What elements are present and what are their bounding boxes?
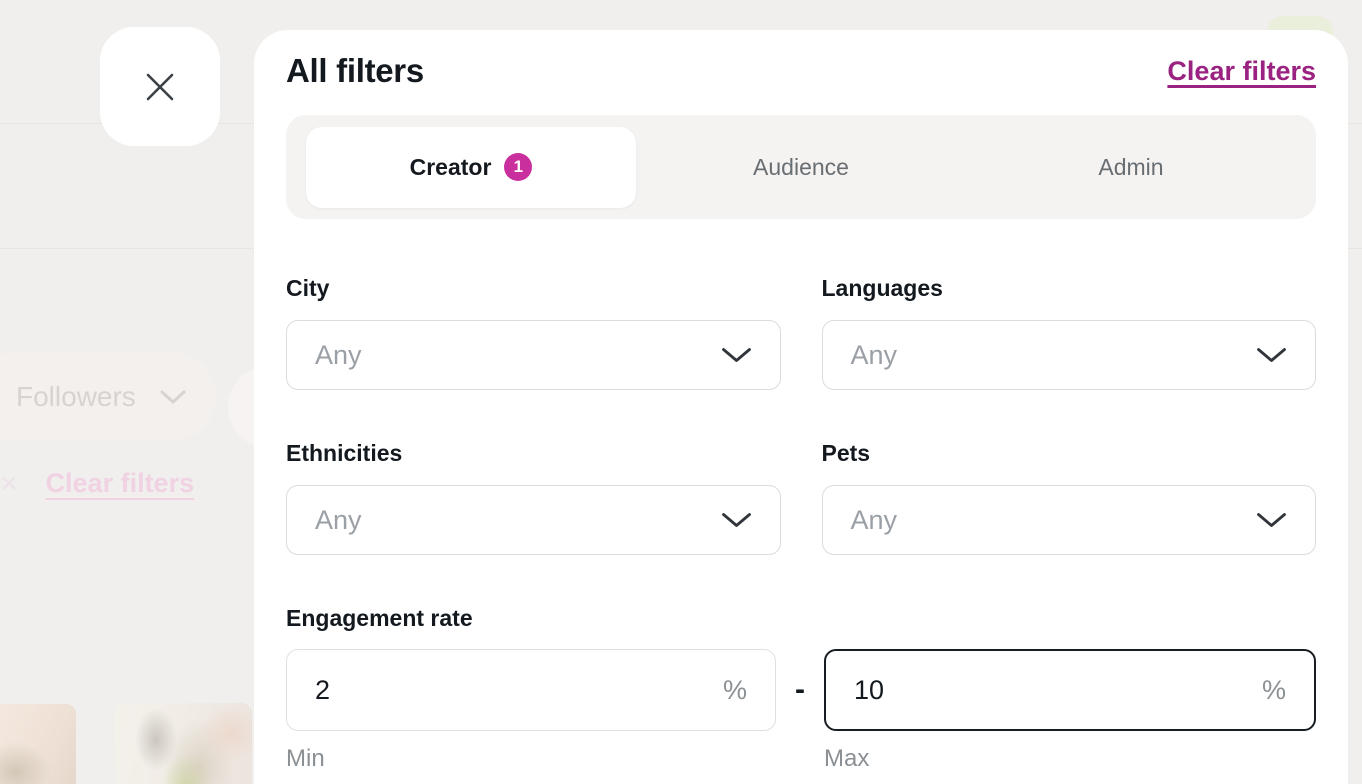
creator-thumbnail [115, 703, 252, 784]
clear-filters-link[interactable]: Clear filters [1167, 55, 1316, 86]
pets-label: Pets [821, 440, 871, 466]
creator-thumbnail [0, 704, 76, 784]
range-separator: - [795, 673, 805, 706]
background-clear-filters-link[interactable]: Clear filters [45, 468, 195, 498]
ethnicities-select[interactable]: Any [286, 485, 781, 555]
all-filters-modal: All filters Clear filters Creator 1 Audi… [254, 30, 1348, 784]
ethnicities-select-value: Any [315, 504, 362, 535]
languages-select-value: Any [850, 339, 898, 370]
city-label: City [286, 275, 330, 301]
percent-unit: % [1261, 674, 1286, 705]
field-ethnicities: Ethnicities Any [286, 440, 781, 555]
tab-creator-label: Creator [409, 153, 492, 180]
engagement-max-column: % Max [824, 649, 1316, 773]
chevron-down-icon [160, 390, 186, 403]
close-icon[interactable]: × [0, 466, 18, 500]
background-clear-filters-row: × Clear filters [0, 468, 194, 499]
tab-admin-label: Admin [1098, 153, 1164, 180]
followers-filter-pill[interactable]: Followers [0, 352, 216, 441]
languages-select[interactable]: Any [821, 320, 1316, 390]
filters-form: City Any Languages Any Ethnicities Any P… [286, 275, 1316, 555]
creator-filter-count-badge: 1 [504, 153, 533, 181]
chevron-down-icon [1257, 513, 1286, 527]
engagement-rate-range: % Min - % Max [286, 649, 1316, 773]
engagement-min-column: % Min [286, 649, 776, 773]
tab-audience-label: Audience [753, 153, 849, 180]
field-languages: Languages Any [821, 275, 1316, 390]
modal-title: All filters [286, 52, 424, 89]
pets-select-value: Any [850, 504, 898, 535]
chevron-down-icon [1257, 348, 1286, 362]
city-select-value: Any [315, 339, 362, 370]
languages-label: Languages [821, 275, 943, 301]
tab-admin[interactable]: Admin [966, 127, 1296, 208]
ethnicities-label: Ethnicities [286, 440, 403, 466]
city-select[interactable]: Any [286, 320, 781, 390]
chevron-down-icon [721, 513, 751, 527]
chevron-down-icon [721, 348, 751, 362]
engagement-max-inputbox[interactable]: % [824, 649, 1316, 731]
pets-select[interactable]: Any [821, 485, 1316, 555]
followers-filter-label: Followers [16, 380, 136, 412]
engagement-min-inputbox[interactable]: % [286, 649, 776, 731]
close-icon [146, 73, 174, 100]
min-label: Min [286, 745, 325, 772]
field-city: City Any [286, 275, 781, 390]
percent-unit: % [722, 674, 747, 705]
engagement-max-input[interactable] [854, 674, 1214, 706]
engagement-rate-section: Engagement rate % Min - % Max [286, 605, 1316, 773]
close-modal-button[interactable] [100, 27, 220, 146]
field-pets: Pets Any [821, 440, 1316, 555]
engagement-min-input[interactable] [315, 674, 675, 706]
tab-audience[interactable]: Audience [636, 127, 966, 208]
max-label: Max [824, 745, 870, 772]
tab-creator[interactable]: Creator 1 [306, 126, 636, 208]
filter-tabbar: Creator 1 Audience Admin [286, 115, 1316, 219]
modal-header: All filters Clear filters [286, 52, 1316, 90]
engagement-rate-label: Engagement rate [286, 605, 473, 631]
